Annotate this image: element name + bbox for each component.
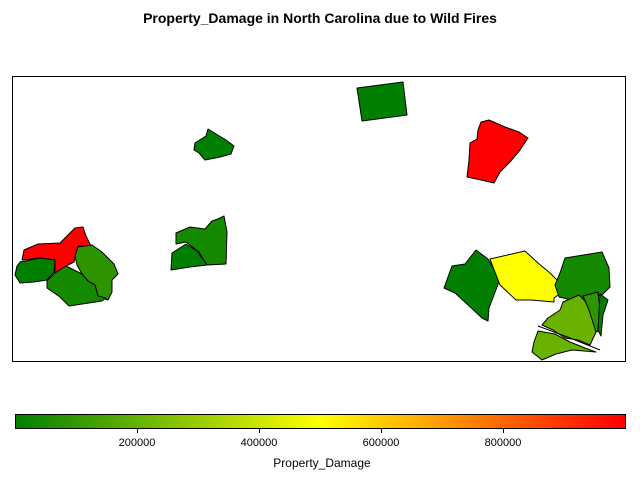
legend-colorbar [15, 414, 626, 429]
county-east-large[interactable] [443, 249, 501, 322]
legend-tick [381, 429, 382, 433]
county-coastal-south[interactable] [531, 330, 597, 361]
map-title: Property_Damage in North Carolina due to… [143, 10, 497, 26]
legend-title: Property_Damage [273, 456, 371, 470]
county-far-east-upper[interactable] [554, 251, 611, 301]
county-east-yellow[interactable] [489, 250, 562, 303]
county-north-central[interactable] [356, 81, 408, 122]
legend-tick-label: 600000 [362, 437, 400, 449]
legend-tick-label: 400000 [240, 437, 278, 449]
county-central-west[interactable] [170, 243, 208, 271]
county-northwest-small[interactable] [193, 128, 235, 161]
legend-tick [259, 429, 260, 433]
county-northeast-red[interactable] [466, 119, 529, 184]
legend-tick-label: 800000 [484, 437, 522, 449]
county-west-lower[interactable] [46, 265, 107, 307]
map-frame [12, 76, 626, 362]
county-central-east[interactable] [175, 215, 228, 266]
legend-tick [503, 429, 504, 433]
legend-tick [137, 429, 138, 433]
barrier-island [537, 325, 601, 351]
county-west-right[interactable] [74, 244, 119, 301]
legend-tick-label: 200000 [118, 437, 156, 449]
county-coastal-sliver[interactable] [597, 293, 609, 337]
county-west-far[interactable] [14, 257, 56, 284]
